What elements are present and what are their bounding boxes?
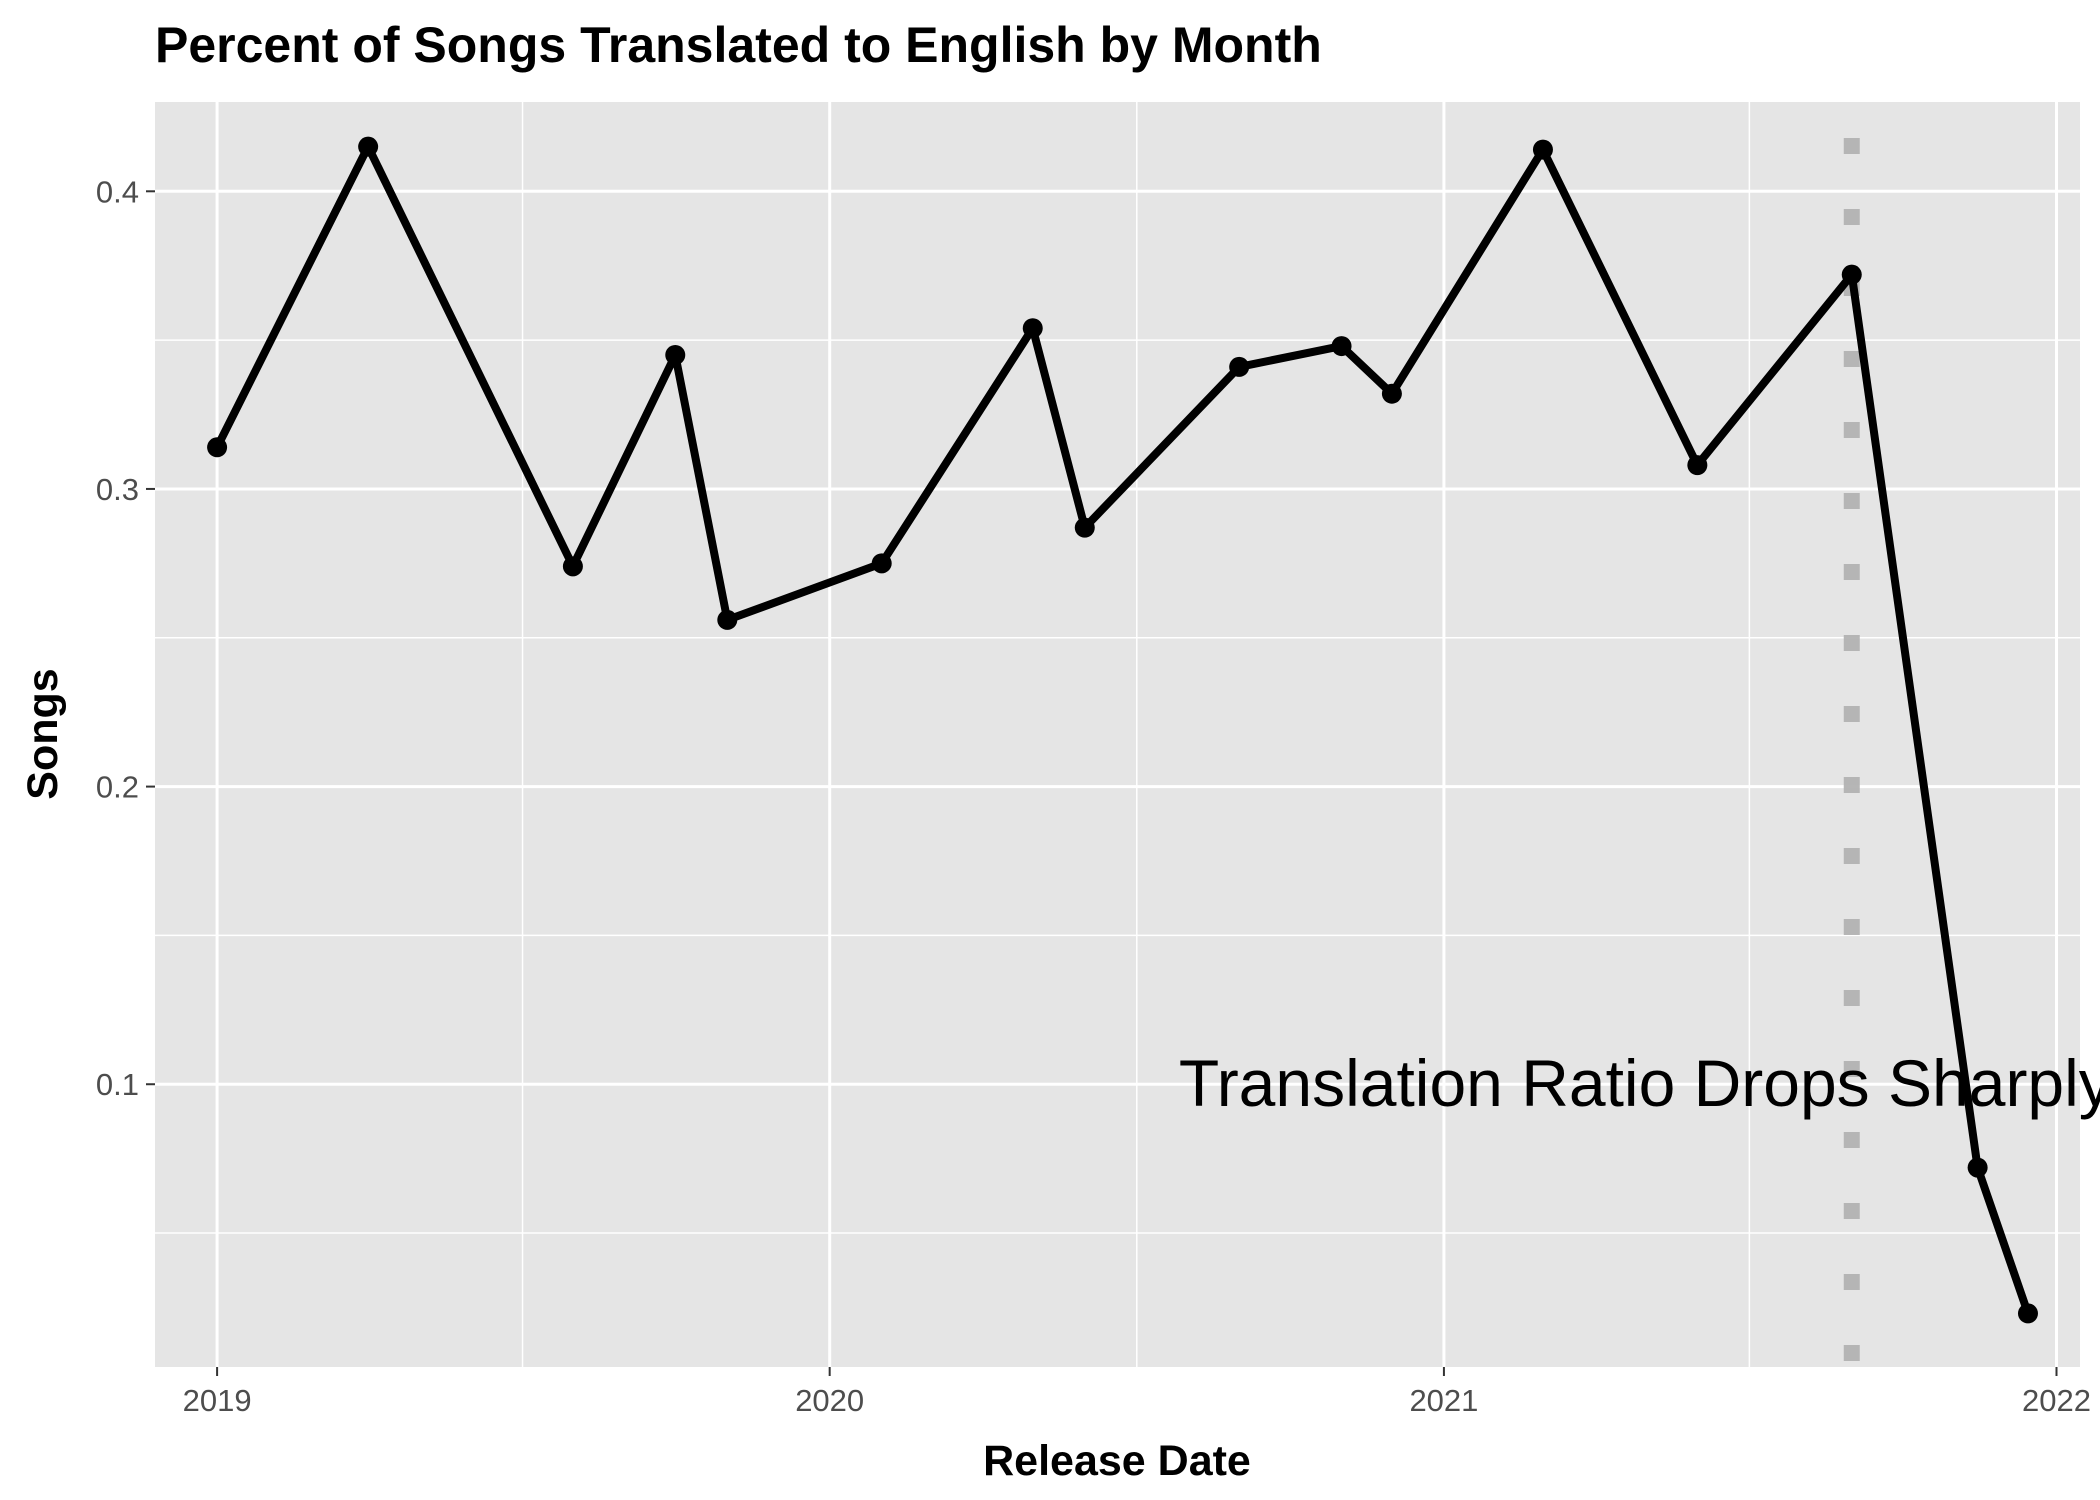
y-tick-label: 0.2 [96, 770, 139, 805]
data-point [1022, 318, 1043, 339]
data-point [665, 345, 686, 365]
data-point [717, 609, 738, 630]
y-axis-ticks: 0.1 0.2 0.3 0.4 [96, 174, 155, 1102]
data-points [207, 136, 2038, 1324]
y-tick-label: 0.1 [96, 1067, 139, 1102]
annotation-text: Translation Ratio Drops Sharply [1179, 1046, 2100, 1120]
chart-title: Percent of Songs Translated to English b… [155, 17, 1322, 73]
data-point [871, 553, 892, 574]
series-line [213, 142, 2032, 1318]
data-point [358, 136, 379, 157]
x-axis-title: Release Date [983, 1437, 1251, 1485]
data-point [1841, 264, 1862, 285]
data-point [1967, 1157, 1988, 1178]
minor-gridlines [155, 102, 2080, 1367]
data-point [1687, 455, 1708, 476]
data-point [562, 556, 583, 577]
data-point [1381, 383, 1402, 404]
data-point [1074, 517, 1095, 538]
x-tick-label: 2022 [2022, 1383, 2091, 1418]
data-point [207, 437, 228, 458]
series-layer [213, 142, 2032, 1318]
x-tick-label: 2021 [1409, 1383, 1478, 1418]
data-point [1532, 139, 1553, 160]
y-tick-label: 0.3 [96, 472, 139, 507]
y-axis-title: Songs [19, 668, 67, 799]
x-axis-ticks: 2019 2020 2021 2022 [183, 1367, 2091, 1418]
y-tick-label: 0.4 [96, 174, 139, 209]
data-point [1331, 336, 1352, 357]
data-point [1229, 356, 1250, 377]
x-tick-label: 2019 [183, 1383, 252, 1418]
plot-panel [155, 102, 2080, 1367]
data-point [2017, 1303, 2038, 1324]
x-tick-label: 2020 [795, 1383, 864, 1418]
